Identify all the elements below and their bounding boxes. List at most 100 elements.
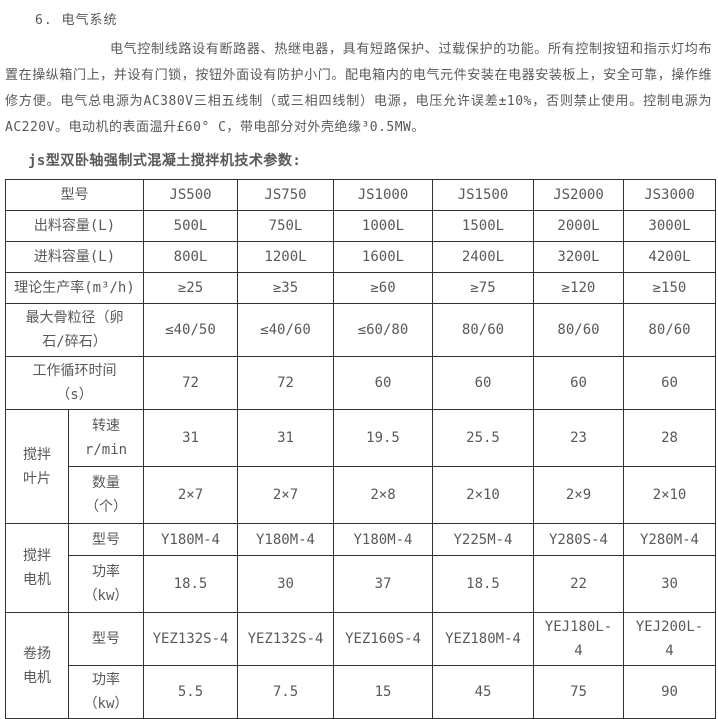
value-cell: ≤60/80: [333, 303, 433, 357]
table-row: 搅拌 叶片 转速 r/min 31 31 19.5 25.5 23 28: [5, 409, 716, 524]
label-line: 电机: [23, 669, 51, 686]
table-row: 最大骨粒径（卵 石/碎石） ≤40/50 ≤40/60 ≤60/80 80/60…: [5, 303, 716, 357]
model-header-cell: JS1000: [333, 179, 433, 211]
value-cell: ≥120: [533, 272, 624, 304]
sub-label-cell: 转速 r/min: [68, 409, 144, 467]
value-cell: 1000L: [333, 210, 433, 242]
model-header-cell: JS750: [237, 179, 334, 211]
value-cell: 80/60: [623, 303, 716, 357]
label-line: r/min: [84, 442, 128, 458]
group-label-cell: 搅拌 叶片: [5, 409, 69, 524]
label-line: 理论生产率(m³/h): [14, 280, 135, 296]
value-cell: 60: [533, 356, 624, 410]
label-line: （kw）: [83, 588, 129, 604]
value-cell: 45: [432, 665, 534, 719]
value-cell: 7.5: [237, 665, 334, 719]
value-cell: 1200L: [237, 241, 334, 273]
value-cell: YEZ132S-4: [143, 612, 238, 666]
label-line: 搅拌: [23, 446, 51, 463]
value-cell: ≥25: [143, 272, 238, 304]
model-header-cell: JS500: [143, 179, 238, 211]
label-line: 功率: [92, 672, 120, 688]
value-cell: YEJ200L-4: [623, 612, 716, 666]
value-cell: 18.5: [143, 555, 238, 613]
sub-label-cell: 功率 （kw）: [68, 555, 144, 613]
label-line: 石/碎石）: [42, 334, 107, 350]
model-header-cell: JS2000: [533, 179, 624, 211]
row-label-cell: 理论生产率(m³/h): [5, 272, 144, 304]
value-cell: 3200L: [533, 241, 624, 273]
value-cell: 15: [333, 665, 433, 719]
value-cell: 5.5: [143, 665, 238, 719]
table-header-row: 型号 JS500 JS750 JS1000 JS1500 JS2000 JS30…: [5, 179, 716, 211]
value-cell: 28: [623, 409, 716, 467]
table-row: 出料容量(L) 500L 750L 1000L 1500L 2000L 3000…: [5, 210, 716, 242]
corner-cell: 型号: [5, 179, 144, 211]
table-row: 数量 （个） 2×7 2×7 2×8 2×10 2×9 2×10: [6, 466, 716, 524]
table-row: 工作循环时间 （s） 72 72 60 60 60 60: [5, 356, 716, 410]
value-cell: YEZ180M-4: [432, 612, 534, 666]
value-cell: Y180M-4: [333, 523, 433, 556]
value-cell: 25.5: [432, 409, 534, 467]
value-cell: Y280M-4: [623, 523, 716, 556]
value-cell: 37: [333, 555, 433, 613]
label-line: 搅拌: [23, 548, 51, 564]
value-cell: 72: [237, 356, 334, 410]
label-line: （s）: [56, 387, 93, 403]
value-cell: 72: [143, 356, 238, 410]
value-cell: 2×9: [533, 466, 624, 524]
label-line: 最大骨粒径（卵: [25, 310, 124, 326]
label-line: 转速: [92, 418, 120, 434]
value-cell: 2×7: [143, 466, 238, 524]
value-cell: ≤40/60: [237, 303, 334, 357]
value-cell: Y180M-4: [143, 523, 238, 556]
label-line: 叶片: [23, 470, 51, 487]
value-cell: ≥35: [237, 272, 334, 304]
body-paragraph: 电气控制线路设有断路器、热继电器，具有短路保护、过载保护的功能。所有控制按钮和指…: [5, 42, 712, 135]
sub-label-cell: 型号: [68, 523, 144, 556]
label-line: 电机: [23, 572, 51, 588]
value-cell: 1600L: [333, 241, 433, 273]
row-label-cell: 进料容量(L): [5, 241, 144, 273]
row-label-cell: 工作循环时间 （s）: [5, 356, 144, 410]
value-cell: 800L: [143, 241, 238, 273]
value-cell: ≥60: [333, 272, 433, 304]
table-row: 卷扬 电机 型号 YEZ132S-4 YEZ132S-4 YEZ160S-4 Y…: [5, 612, 716, 719]
value-cell: 90: [623, 665, 716, 719]
value-cell: 4200L: [623, 241, 716, 273]
value-cell: Y180M-4: [237, 523, 334, 556]
row-label-cell: 出料容量(L): [5, 210, 144, 242]
model-header-cell: JS3000: [623, 179, 716, 211]
value-cell: YEJ180L-4: [533, 612, 624, 666]
value-cell: 31: [143, 409, 238, 467]
section-heading: 6. 电气系统: [35, 13, 118, 28]
value-cell: 23: [533, 409, 624, 467]
value-cell: Y225M-4: [432, 523, 534, 556]
value-cell: 2×10: [623, 466, 716, 524]
value-cell: 2400L: [432, 241, 534, 273]
value-cell: 31: [237, 409, 334, 467]
value-cell: ≥75: [432, 272, 534, 304]
table-row: 功率 （kw） 18.5 30 37 18.5 22 30: [6, 555, 716, 613]
value-cell: 2×7: [237, 466, 334, 524]
spec-table: 型号 JS500 JS750 JS1000 JS1500 JS2000 JS30…: [5, 179, 716, 719]
value-cell: 500L: [143, 210, 238, 242]
value-cell: 22: [533, 555, 624, 613]
label-line: 型号: [92, 631, 120, 647]
value-cell: Y280S-4: [533, 523, 624, 556]
value-cell: 750L: [237, 210, 334, 242]
value-cell: 60: [623, 356, 716, 410]
value-cell: 75: [533, 665, 624, 719]
label-line: 卷扬: [23, 645, 51, 662]
sub-label-cell: 功率 （kw）: [68, 665, 144, 719]
value-cell: 2×10: [432, 466, 534, 524]
value-cell: 1500L: [432, 210, 534, 242]
group-label-cell: 搅拌 电机: [5, 523, 69, 613]
value-cell: YEZ132S-4: [237, 612, 334, 666]
label-line: （个）: [85, 499, 127, 515]
row-label-cell: 最大骨粒径（卵 石/碎石）: [5, 303, 144, 357]
value-cell: 30: [623, 555, 716, 613]
value-cell: 2000L: [533, 210, 624, 242]
value-cell: ≤40/50: [143, 303, 238, 357]
table-row: 搅拌 电机 型号 Y180M-4 Y180M-4 Y180M-4 Y225M-4…: [5, 523, 716, 613]
